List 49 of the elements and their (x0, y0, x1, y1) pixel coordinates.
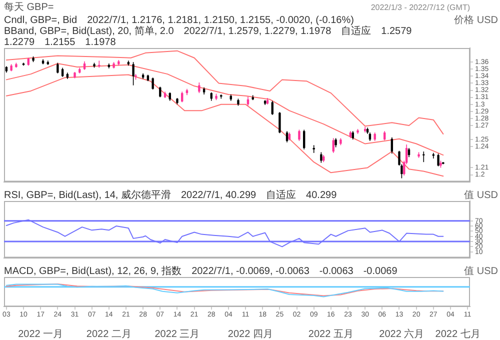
x2-tick-label: 2022 五月 (308, 328, 354, 340)
chart-subtitle: 2022/1/3 - 2022/7/12 (GMT) (370, 3, 470, 12)
candlestick (286, 130, 288, 143)
candlestick (334, 138, 337, 148)
text: 2022/7/1, 40.299 (180, 190, 256, 201)
x2-tick-label: 2022 三月 (154, 328, 200, 340)
candlestick (302, 129, 306, 150)
y-axis-title: 值 USD (464, 266, 498, 277)
text: BBand, GBP=, Bid(Last), 20, 简单, 2.0 (4, 25, 174, 37)
candlestick (298, 129, 300, 142)
chart-title: 每天 GBP= (4, 1, 54, 13)
text: 自适应 (266, 189, 296, 201)
x2-tick-label: 2022 六月 (379, 328, 424, 340)
text: 2022/7/1, 1.2579, 1.2279, 1.1978 (184, 26, 332, 37)
x2-tick-label: 2022 二月 (86, 328, 132, 340)
candlestick (181, 91, 184, 103)
text: 1.2579 (381, 26, 412, 37)
candlestick (384, 130, 386, 141)
candlestick (198, 82, 200, 94)
text: 40.299 (306, 190, 338, 201)
x2-tick-label: 2022 一月 (18, 328, 64, 340)
candlestick (408, 148, 410, 158)
candlestick (159, 86, 162, 98)
candlestick (132, 62, 134, 86)
text: 2022/7/1, 1.2176, 1.2181, 1.2150, 1.2155, -0.0020, (-0.16%) (87, 15, 354, 26)
text: RSI, GBP=, Bid(Last), 14, 威尔德平滑 (4, 189, 171, 201)
text: -0.0069 (363, 266, 398, 277)
text: -0.0063 (319, 266, 354, 277)
annotation: 1.2155 (44, 37, 76, 48)
candlestick (278, 112, 281, 134)
text: 自适应 (341, 25, 372, 37)
x2-tick-label: 2022 四月 (228, 328, 273, 340)
candlestick (312, 144, 315, 154)
text: Cndl, GBP=, Bid (4, 15, 78, 26)
candlestick (437, 153, 440, 167)
candlestick (246, 96, 250, 106)
candlestick (271, 100, 274, 116)
candlestick (390, 137, 394, 154)
candlestick (152, 77, 154, 90)
annotation: 1.1978 (85, 37, 116, 48)
text: MACD, GBP=, Bid(Last), 12, 26, 9, 指数 (4, 265, 182, 277)
candlestick (61, 67, 64, 78)
candlestick (56, 62, 59, 74)
y-axis-title: 价格 USD (453, 14, 498, 26)
text: 2022/7/1, -0.0069, -0.0063 (192, 266, 310, 277)
annotation: 1.2279 (4, 37, 36, 48)
x2-tick-label: 2022 七月 (435, 328, 480, 340)
candlestick (320, 152, 322, 164)
y-axis-title: 值 USD (464, 190, 498, 201)
